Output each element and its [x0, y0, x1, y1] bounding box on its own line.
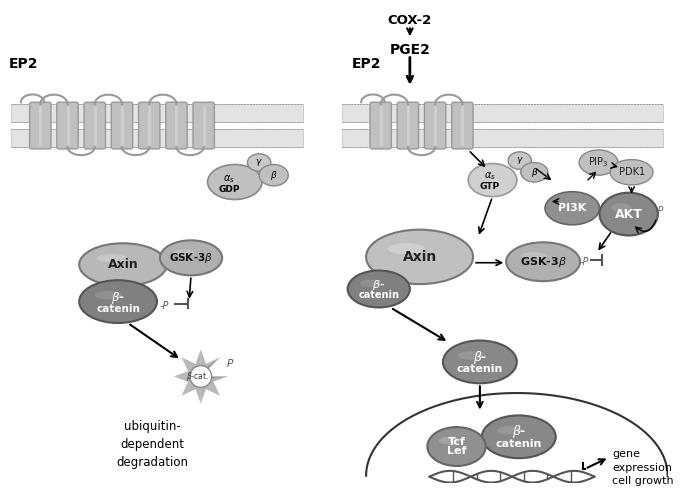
Bar	[342, 130, 662, 147]
Text: -P: -P	[580, 257, 589, 267]
Text: $\gamma$: $\gamma$	[256, 157, 263, 168]
FancyBboxPatch shape	[138, 102, 160, 149]
FancyBboxPatch shape	[57, 102, 78, 149]
FancyBboxPatch shape	[370, 102, 391, 149]
Polygon shape	[188, 357, 228, 382]
Polygon shape	[182, 377, 201, 404]
Text: catenin: catenin	[496, 439, 542, 448]
Ellipse shape	[366, 230, 473, 284]
Text: $\beta$-cat.: $\beta$-cat.	[186, 370, 210, 383]
Ellipse shape	[469, 163, 517, 197]
Polygon shape	[201, 377, 228, 396]
Polygon shape	[182, 349, 201, 377]
FancyBboxPatch shape	[193, 102, 214, 149]
Ellipse shape	[95, 291, 122, 299]
Ellipse shape	[443, 341, 517, 383]
Text: ubiquitin-
dependent
degradation: ubiquitin- dependent degradation	[116, 420, 188, 469]
Text: GTP: GTP	[479, 182, 499, 192]
Ellipse shape	[388, 243, 425, 254]
Text: Axin: Axin	[403, 250, 437, 264]
Bar	[11, 130, 303, 147]
Ellipse shape	[79, 280, 157, 323]
Text: $\beta$-: $\beta$-	[111, 290, 125, 306]
Bar	[11, 104, 303, 122]
Polygon shape	[173, 357, 201, 377]
Text: $\beta$-: $\beta$-	[372, 278, 385, 292]
Ellipse shape	[497, 426, 523, 435]
Text: $\beta$-: $\beta$-	[473, 348, 487, 365]
Text: Tcf: Tcf	[447, 437, 466, 446]
Ellipse shape	[79, 243, 166, 286]
FancyBboxPatch shape	[111, 102, 133, 149]
Text: GSK-3$\beta$: GSK-3$\beta$	[169, 251, 213, 265]
Ellipse shape	[521, 252, 547, 260]
Text: Axin: Axin	[108, 258, 138, 271]
FancyBboxPatch shape	[29, 102, 51, 149]
Ellipse shape	[190, 366, 212, 388]
Ellipse shape	[427, 427, 486, 466]
FancyBboxPatch shape	[451, 102, 473, 149]
Text: GSK-3$\beta$: GSK-3$\beta$	[520, 255, 566, 269]
Ellipse shape	[610, 159, 653, 185]
Ellipse shape	[173, 249, 194, 256]
Text: gene
expression
cell growth: gene expression cell growth	[612, 449, 674, 486]
Polygon shape	[201, 377, 220, 404]
Text: $\alpha_s$: $\alpha_s$	[223, 173, 235, 185]
Ellipse shape	[545, 192, 599, 225]
Ellipse shape	[599, 193, 658, 236]
Ellipse shape	[347, 270, 410, 307]
Ellipse shape	[611, 203, 632, 212]
Ellipse shape	[208, 164, 262, 199]
Text: $\alpha_s$: $\alpha_s$	[484, 170, 495, 182]
Text: AKT: AKT	[614, 207, 643, 221]
Text: catenin: catenin	[457, 364, 503, 374]
Polygon shape	[173, 377, 201, 396]
Ellipse shape	[247, 154, 271, 171]
Text: EP2: EP2	[9, 57, 38, 71]
Ellipse shape	[579, 150, 618, 175]
FancyBboxPatch shape	[84, 102, 105, 149]
Text: Lef: Lef	[447, 446, 466, 456]
Ellipse shape	[160, 241, 222, 275]
Text: COX-2: COX-2	[388, 14, 432, 27]
Ellipse shape	[508, 152, 532, 169]
Text: -P: -P	[160, 300, 169, 310]
Text: $\beta$: $\beta$	[270, 169, 277, 182]
Ellipse shape	[506, 242, 580, 281]
Bar	[342, 104, 662, 122]
Ellipse shape	[360, 280, 382, 287]
Text: -P: -P	[655, 206, 664, 216]
Ellipse shape	[521, 162, 548, 182]
Text: PDK1: PDK1	[619, 167, 645, 177]
FancyBboxPatch shape	[397, 102, 419, 149]
Text: catenin: catenin	[96, 304, 140, 314]
FancyBboxPatch shape	[166, 102, 187, 149]
Text: P: P	[227, 359, 234, 369]
Ellipse shape	[97, 254, 127, 262]
Text: $\gamma$: $\gamma$	[516, 155, 523, 166]
Text: PI3K: PI3K	[558, 203, 586, 213]
Ellipse shape	[439, 437, 460, 445]
Text: EP2: EP2	[351, 57, 381, 71]
Ellipse shape	[259, 164, 288, 186]
Polygon shape	[201, 349, 220, 377]
Ellipse shape	[482, 415, 556, 458]
Text: $\beta$: $\beta$	[531, 166, 538, 179]
Text: GDP: GDP	[219, 185, 240, 194]
Text: PIP$_3$: PIP$_3$	[588, 155, 609, 169]
Text: PGE2: PGE2	[390, 43, 430, 57]
Text: $\beta$-: $\beta$-	[512, 423, 526, 441]
Ellipse shape	[458, 351, 484, 360]
FancyBboxPatch shape	[425, 102, 446, 149]
Text: catenin: catenin	[358, 290, 399, 300]
